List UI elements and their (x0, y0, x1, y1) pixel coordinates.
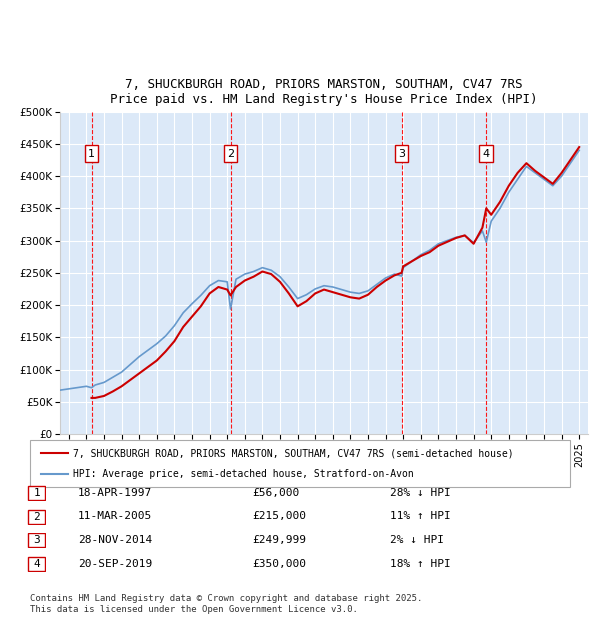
FancyBboxPatch shape (30, 440, 570, 487)
Text: 11% ↑ HPI: 11% ↑ HPI (390, 512, 451, 521)
Text: 11-MAR-2005: 11-MAR-2005 (78, 512, 152, 521)
FancyBboxPatch shape (28, 557, 45, 571)
Text: 28% ↓ HPI: 28% ↓ HPI (390, 488, 451, 498)
Text: 2: 2 (33, 512, 40, 522)
Text: 3: 3 (33, 535, 40, 546)
Text: £350,000: £350,000 (252, 559, 306, 569)
Text: £56,000: £56,000 (252, 488, 299, 498)
Text: 20-SEP-2019: 20-SEP-2019 (78, 559, 152, 569)
FancyBboxPatch shape (28, 486, 45, 500)
Text: 7, SHUCKBURGH ROAD, PRIORS MARSTON, SOUTHAM, CV47 7RS (semi-detached house): 7, SHUCKBURGH ROAD, PRIORS MARSTON, SOUT… (73, 448, 514, 458)
Title: 7, SHUCKBURGH ROAD, PRIORS MARSTON, SOUTHAM, CV47 7RS
Price paid vs. HM Land Reg: 7, SHUCKBURGH ROAD, PRIORS MARSTON, SOUT… (110, 78, 538, 106)
Text: 1: 1 (88, 149, 95, 159)
Text: HPI: Average price, semi-detached house, Stratford-on-Avon: HPI: Average price, semi-detached house,… (73, 469, 414, 479)
Text: 18% ↑ HPI: 18% ↑ HPI (390, 559, 451, 569)
FancyBboxPatch shape (28, 533, 45, 547)
Text: 4: 4 (483, 149, 490, 159)
Text: £215,000: £215,000 (252, 512, 306, 521)
Text: 18-APR-1997: 18-APR-1997 (78, 488, 152, 498)
Text: £249,999: £249,999 (252, 535, 306, 545)
Text: 28-NOV-2014: 28-NOV-2014 (78, 535, 152, 545)
Text: 1: 1 (33, 488, 40, 498)
Text: Contains HM Land Registry data © Crown copyright and database right 2025.
This d: Contains HM Land Registry data © Crown c… (30, 595, 422, 614)
Text: 3: 3 (398, 149, 405, 159)
Text: 2: 2 (227, 149, 234, 159)
Text: 2% ↓ HPI: 2% ↓ HPI (390, 535, 444, 545)
FancyBboxPatch shape (28, 510, 45, 524)
Text: 4: 4 (33, 559, 40, 569)
